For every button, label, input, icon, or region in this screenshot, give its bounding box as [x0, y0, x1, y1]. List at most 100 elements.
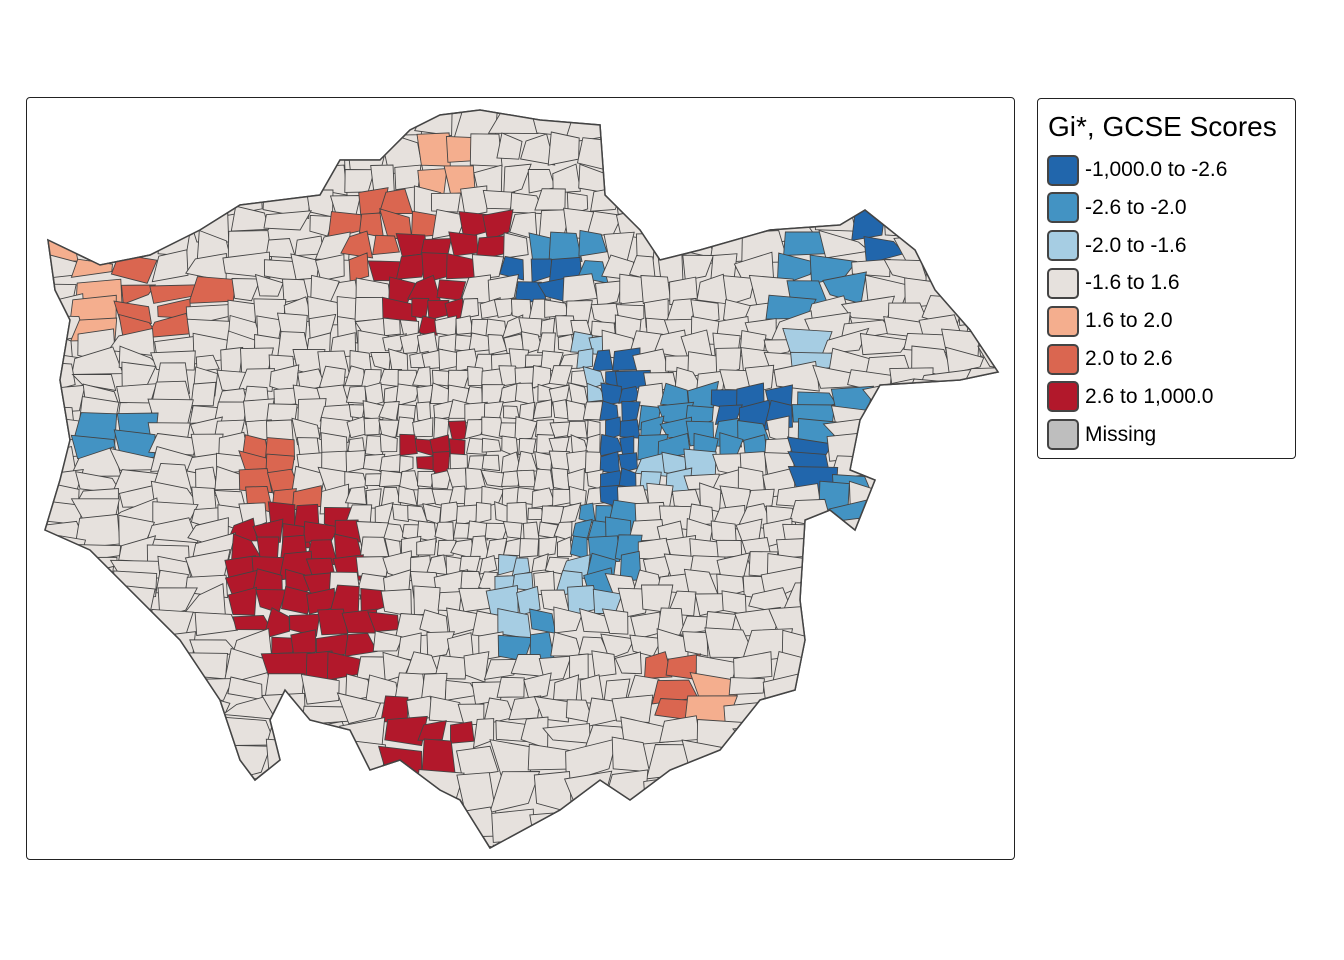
- ward: [881, 670, 930, 707]
- ward: [556, 536, 573, 557]
- ward: [972, 584, 998, 612]
- ward: [918, 699, 961, 725]
- ward: [72, 565, 115, 591]
- ward: [110, 253, 158, 284]
- ward: [937, 391, 979, 403]
- ward: [372, 234, 400, 256]
- ward: [503, 163, 532, 196]
- legend-label: -2.6 to -2.0: [1085, 195, 1187, 219]
- ward: [111, 613, 158, 637]
- ward: [491, 808, 535, 843]
- ward: [628, 170, 670, 191]
- ward: [454, 842, 504, 848]
- ward: [184, 803, 237, 845]
- ward: [45, 840, 80, 848]
- ward: [939, 500, 989, 529]
- legend-label: -1.6 to 1.6: [1085, 271, 1180, 295]
- ward: [773, 360, 820, 392]
- ward: [797, 738, 839, 780]
- ward: [108, 135, 158, 169]
- ward: [186, 773, 235, 815]
- ward: [880, 549, 926, 582]
- ward: [719, 802, 770, 846]
- ward: [759, 110, 807, 140]
- ward: [72, 610, 121, 641]
- ward: [879, 700, 924, 726]
- ward: [591, 650, 617, 678]
- ward: [475, 501, 492, 524]
- ward: [221, 744, 272, 784]
- ward: [71, 740, 125, 777]
- ward: [150, 691, 190, 729]
- ward: [685, 110, 719, 141]
- ward: [518, 538, 540, 558]
- ward: [898, 420, 953, 443]
- ward: [757, 770, 808, 813]
- ward: [986, 501, 998, 532]
- ward: [909, 801, 953, 848]
- ward: [270, 140, 314, 175]
- ward: [944, 447, 980, 480]
- ward: [348, 252, 370, 283]
- ward: [109, 206, 157, 238]
- ward: [70, 163, 121, 197]
- ward: [834, 129, 881, 175]
- ward: [516, 585, 541, 616]
- legend-swatch: [1047, 192, 1079, 224]
- ward: [148, 780, 194, 812]
- ward: [344, 471, 369, 490]
- ward: [45, 800, 83, 842]
- ward: [846, 549, 890, 586]
- ward: [157, 587, 198, 618]
- ward: [228, 110, 270, 138]
- ward: [230, 205, 270, 232]
- ward: [668, 215, 699, 241]
- ward: [668, 187, 714, 219]
- ward: [927, 162, 977, 195]
- ward: [767, 737, 807, 774]
- ward: [930, 233, 974, 257]
- ward: [798, 129, 843, 167]
- legend-title: Gi*, GCSE Scores: [1048, 111, 1277, 142]
- ward: [945, 773, 994, 813]
- ward: [532, 399, 552, 420]
- ward: [937, 417, 989, 449]
- ward: [196, 110, 230, 139]
- ward: [993, 740, 998, 783]
- ward: [189, 722, 228, 750]
- ward: [680, 808, 732, 838]
- ward: [729, 741, 770, 784]
- ward: [604, 163, 635, 194]
- ward: [459, 298, 480, 320]
- ward: [950, 130, 993, 172]
- ward: [45, 500, 82, 526]
- ward: [925, 253, 968, 286]
- ward: [514, 416, 538, 441]
- ward: [899, 168, 940, 195]
- legend-swatch: [1047, 305, 1079, 337]
- map-frame: [26, 97, 1015, 860]
- ward: [919, 554, 967, 585]
- ward: [772, 129, 812, 176]
- ward: [71, 373, 117, 392]
- ward: [148, 143, 193, 172]
- ward: [426, 631, 456, 659]
- ward: [231, 278, 262, 302]
- ward: [45, 589, 85, 612]
- ward: [805, 656, 857, 678]
- ward: [416, 455, 436, 471]
- ward: [831, 771, 883, 816]
- ward: [417, 832, 458, 848]
- ward: [884, 481, 933, 518]
- ward: [953, 659, 998, 672]
- ward: [694, 130, 735, 174]
- ward: [194, 611, 239, 637]
- ward: [70, 773, 121, 816]
- ward: [862, 418, 913, 447]
- ward: [506, 501, 528, 525]
- ward: [595, 280, 624, 307]
- ward: [436, 279, 467, 301]
- ward: [993, 110, 998, 140]
- ward: [151, 249, 189, 283]
